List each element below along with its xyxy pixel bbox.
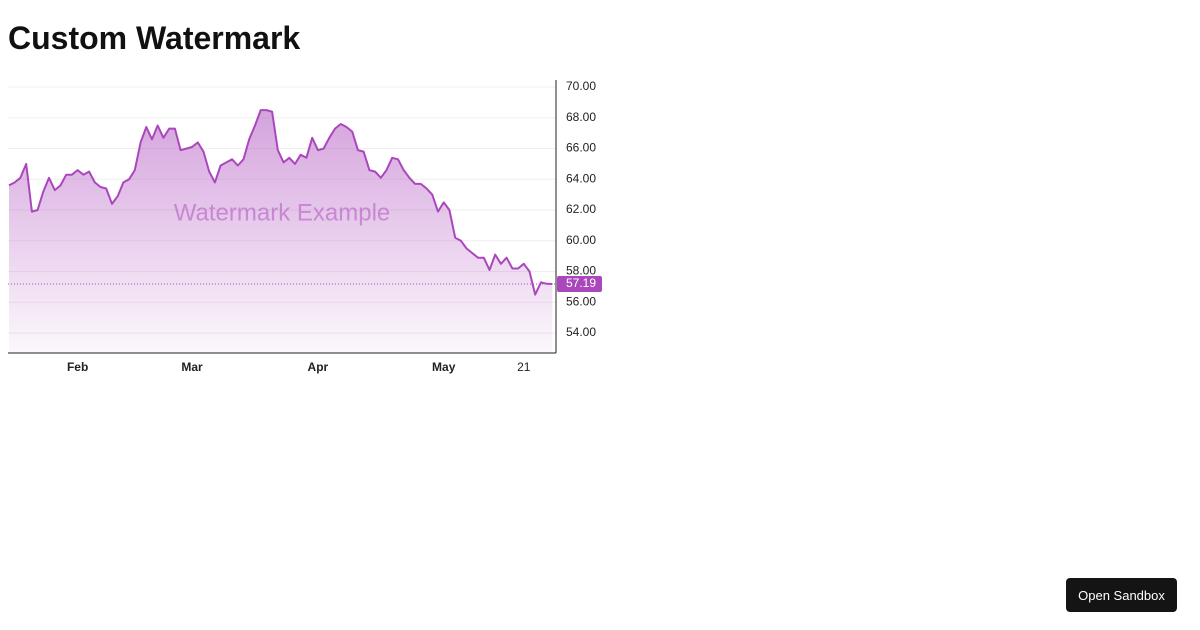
- y-tick-label: 68.00: [566, 110, 596, 124]
- watermark: Watermark Example: [174, 199, 391, 226]
- y-tick-label: 56.00: [566, 294, 596, 308]
- x-tick-label: 21: [517, 360, 531, 374]
- chart: 54.00 56.00 58.00 60.00 62.00 64.00 66.00 68.00…: [8, 79, 602, 374]
- x-tick-label: Feb: [67, 360, 88, 374]
- y-tick-label: 54.00: [566, 325, 596, 339]
- page-title: Custom Watermark: [8, 20, 301, 56]
- open-sandbox-button[interactable]: Open Sandbox: [1066, 578, 1177, 612]
- x-tick-label: Apr: [308, 360, 329, 374]
- area-line: [8, 109, 553, 296]
- y-tick-label: 60.00: [566, 233, 596, 247]
- y-tick-label: 62.00: [566, 202, 596, 216]
- price-label-box: [557, 275, 602, 292]
- x-tick-label: May: [432, 360, 456, 374]
- x-tick-label: Mar: [181, 360, 203, 374]
- y-tick-label: 58.00: [566, 264, 596, 278]
- y-tick-label: 64.00: [566, 171, 596, 185]
- area-fill: [9, 110, 553, 353]
- y-tick-label: 70.00: [566, 79, 596, 93]
- price-label: 57.19: [566, 276, 596, 290]
- y-tick-label: 66.00: [566, 141, 596, 155]
